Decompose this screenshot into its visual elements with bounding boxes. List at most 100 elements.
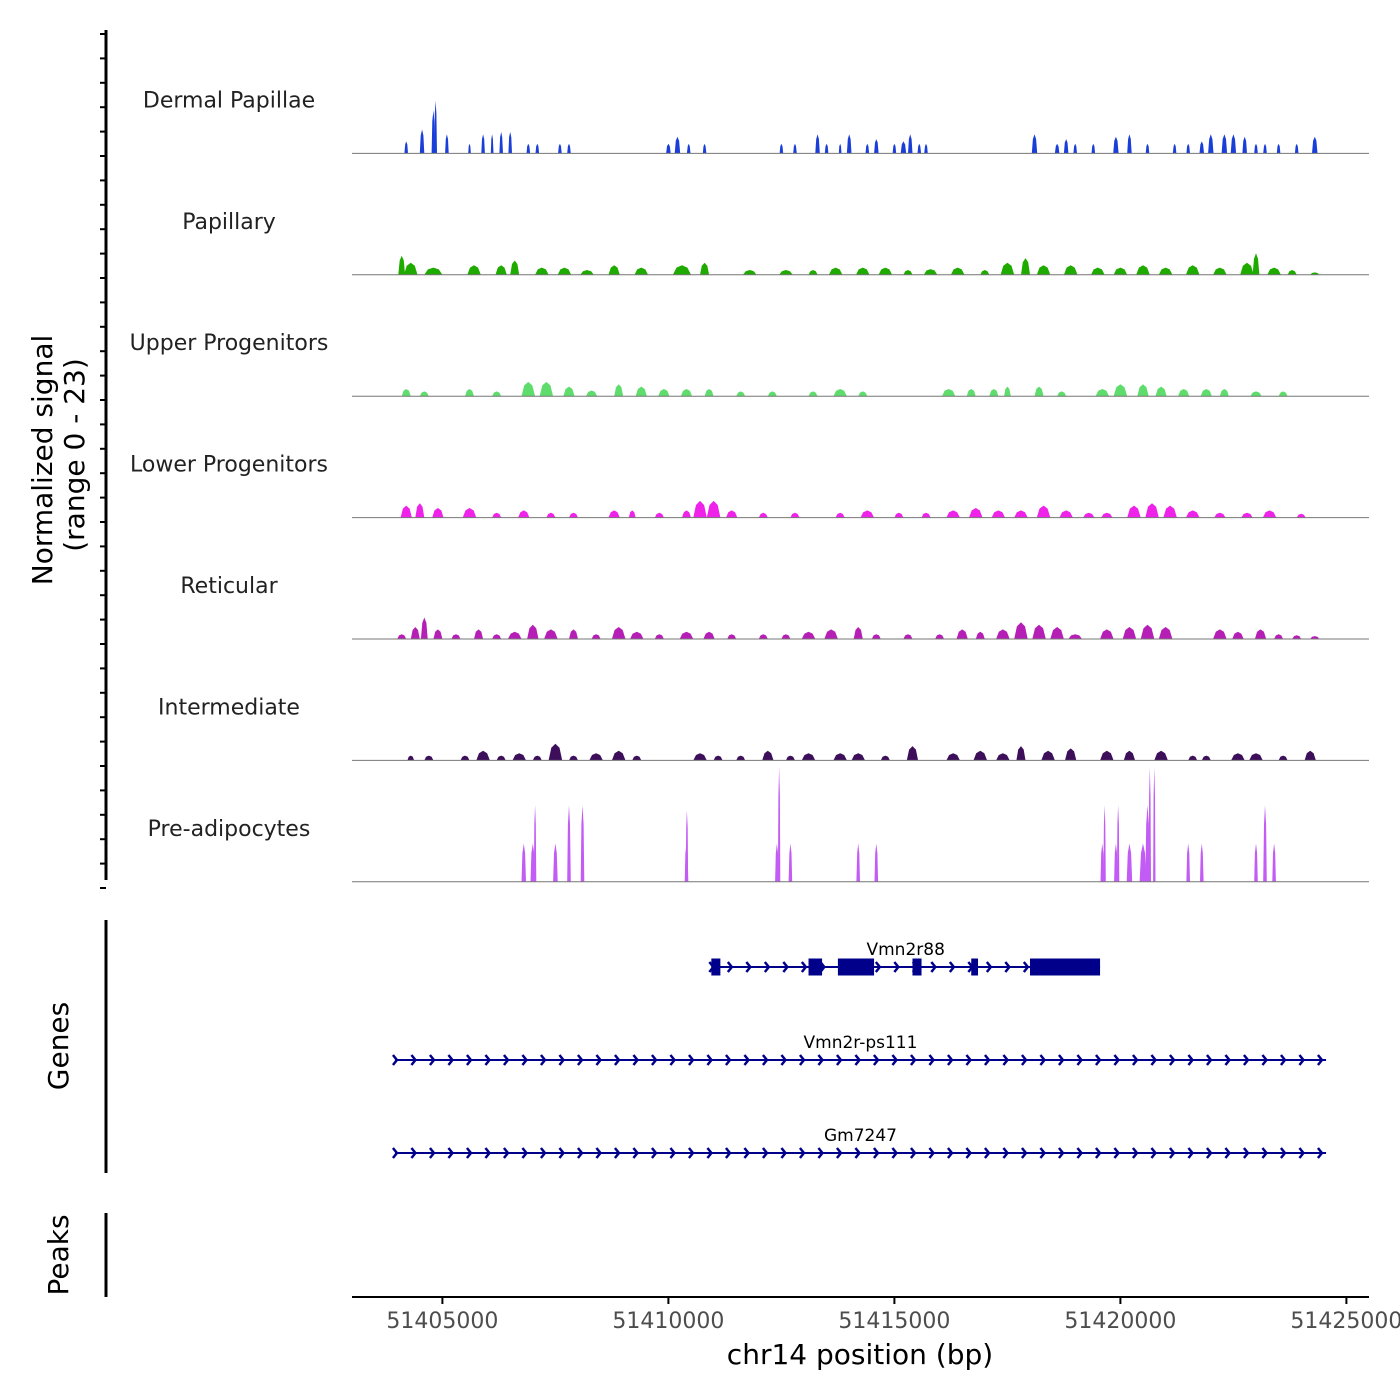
coverage-peak	[924, 143, 928, 154]
strand-chevron	[613, 1054, 621, 1066]
strand-chevron	[687, 1147, 695, 1159]
x-axis-ticks: 51405000 51410000 51415000 51420000 51425000	[386, 1297, 1400, 1334]
coverage-peak	[781, 634, 791, 639]
coverage-peak	[923, 269, 938, 275]
strand-chevron	[1022, 961, 1030, 973]
strand-chevron	[484, 1147, 492, 1159]
coverage-peak	[1000, 262, 1015, 275]
strand-chevron	[558, 1054, 566, 1066]
strand-chevron	[983, 1147, 991, 1159]
coverage-peak	[1139, 843, 1147, 882]
coverage-peak	[490, 134, 494, 154]
coverage-peak	[530, 843, 536, 882]
track-label: Upper Progenitors	[130, 331, 329, 356]
coverage-peak	[1100, 629, 1114, 639]
strand-chevron	[1131, 1054, 1139, 1066]
coverage-peak	[853, 627, 863, 639]
coverage-peak	[1016, 746, 1026, 761]
x-axis-tick-label: 51420000	[1064, 1309, 1176, 1334]
coverage-peak	[1200, 389, 1212, 397]
coverage-peak	[1188, 755, 1198, 761]
coverage-peak	[1145, 503, 1159, 518]
coverage-peak	[1294, 143, 1299, 154]
coverage-peak	[481, 134, 485, 154]
strand-chevron	[909, 1147, 917, 1159]
gene-exon	[1030, 958, 1101, 976]
coverage-track-dermal-papillae: Dermal Papillae	[143, 88, 1369, 154]
coverage-peak	[824, 143, 829, 154]
strand-chevron	[465, 1147, 473, 1159]
strand-chevron	[1187, 1054, 1195, 1066]
coverage-peak	[736, 755, 746, 761]
strand-chevron	[1298, 1054, 1306, 1066]
coverage-peak	[1240, 262, 1254, 275]
track-label: Dermal Papillae	[143, 88, 315, 113]
coverage-peak	[492, 634, 502, 639]
coverage-peak	[900, 141, 907, 154]
coverage-peak	[532, 755, 542, 761]
coverage-peak	[973, 750, 988, 761]
strand-chevron	[669, 1147, 677, 1159]
strand-chevron	[650, 1054, 658, 1066]
strand-chevron	[428, 1054, 436, 1066]
coverage-peak	[1031, 134, 1038, 154]
strand-chevron	[428, 1147, 436, 1159]
coverage-peak	[693, 500, 707, 518]
strand-chevron	[1150, 1054, 1158, 1066]
coverage-track-pre-adipocytes: Pre-adipocytes	[148, 767, 1369, 883]
coverage-peak	[815, 134, 820, 154]
coverage-peak	[451, 634, 461, 639]
coverage-peak	[424, 267, 443, 275]
gene-vmn2r88: Vmn2r88	[708, 940, 1101, 976]
coverage-peak	[496, 755, 506, 761]
coverage-peak	[1123, 750, 1136, 761]
strand-chevron	[724, 1147, 732, 1159]
coverage-peak	[846, 134, 852, 154]
gene-name-label: Vmn2r-ps111	[804, 1033, 918, 1053]
coverage-peak	[856, 267, 870, 275]
coverage-peak	[1014, 622, 1028, 639]
coverage-peak	[704, 389, 714, 397]
coverage-peak	[946, 510, 960, 518]
coverage-peak	[521, 843, 526, 882]
x-axis-tick-label: 51415000	[838, 1309, 950, 1334]
strand-chevron	[465, 1054, 473, 1066]
coverage-peak	[658, 389, 670, 397]
gene-annotations: Vmn2r88 Vmn2r-ps111 Gm7247	[391, 940, 1327, 1159]
coverage-peak	[1242, 136, 1247, 154]
coverage-peak	[495, 265, 507, 275]
coverage-peak	[569, 629, 578, 639]
coverage-peak	[788, 843, 793, 882]
coverage-peak	[1153, 767, 1156, 882]
coverage-peak	[1126, 843, 1133, 882]
coverage-peak	[1250, 391, 1262, 397]
coverage-peak	[1148, 767, 1151, 882]
strand-chevron	[1261, 1147, 1269, 1159]
strand-chevron	[724, 1054, 732, 1066]
strand-chevron	[650, 1147, 658, 1159]
coverage-peak	[419, 391, 429, 397]
strand-chevron	[576, 1147, 584, 1159]
strand-chevron	[502, 1147, 510, 1159]
strand-chevron	[854, 1147, 862, 1159]
coverage-peak	[966, 389, 976, 397]
strand-chevron	[1039, 1054, 1047, 1066]
coverage-peak	[569, 512, 578, 518]
strand-chevron	[1057, 1054, 1065, 1066]
coverage-peak	[1310, 272, 1320, 275]
coverage-peak	[614, 384, 624, 397]
strand-chevron	[391, 1054, 399, 1066]
strand-chevron	[706, 1054, 714, 1066]
coverage-peak	[1200, 843, 1204, 882]
coverage-peak	[989, 389, 999, 397]
coverage-peak	[703, 631, 715, 639]
gene-exon	[912, 958, 922, 976]
coverage-peak	[1041, 750, 1055, 761]
coverage-peak	[693, 753, 707, 761]
coverage-peak	[1292, 635, 1302, 639]
coverage-peak	[1127, 134, 1132, 154]
coverage-peak	[632, 755, 642, 761]
coverage-peak	[1113, 136, 1119, 154]
strand-chevron	[743, 1054, 751, 1066]
strand-chevron	[928, 1054, 936, 1066]
